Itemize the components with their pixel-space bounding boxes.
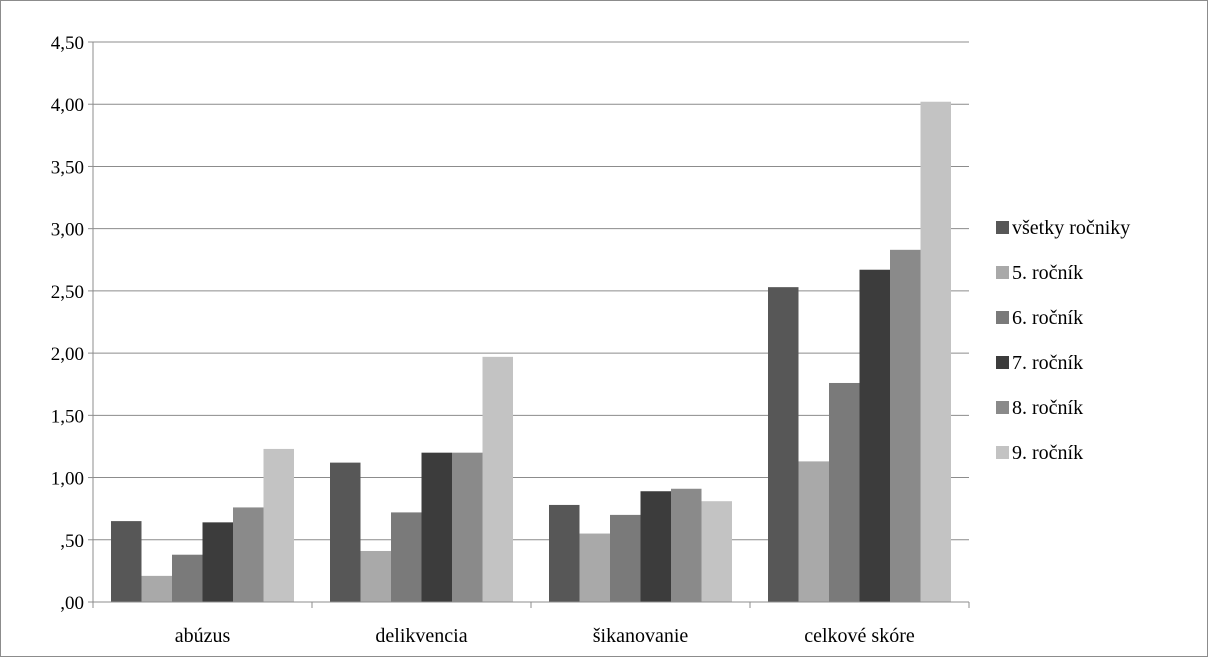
y-tick-label: 2,00 <box>51 344 84 365</box>
x-category-label: celkové skóre <box>804 625 915 647</box>
bars <box>111 101 951 603</box>
legend-label: 6. ročník <box>1012 307 1083 329</box>
bar <box>610 514 641 602</box>
x-category-labels: abúzus delikvencia šikanovanie celkové skór… <box>175 625 915 647</box>
bar <box>701 501 732 602</box>
legend-swatch <box>996 266 1009 279</box>
bar <box>202 522 233 602</box>
bar <box>421 452 452 602</box>
bar <box>452 452 483 602</box>
bar <box>482 356 513 602</box>
legend-swatch <box>996 446 1009 459</box>
y-tick-label: 4,50 <box>51 33 84 54</box>
bar <box>391 512 422 602</box>
bar <box>141 575 172 602</box>
y-tick-label: 3,00 <box>51 220 84 241</box>
legend: všetky ročniky 5. ročník 6. ročník 7. roční… <box>996 217 1130 464</box>
bar <box>829 382 860 602</box>
legend-swatch <box>996 311 1009 324</box>
legend-label: všetky ročniky <box>1012 217 1130 239</box>
axes <box>88 41 970 608</box>
bar <box>233 507 264 602</box>
bar <box>768 287 799 602</box>
bar <box>920 101 951 602</box>
bar <box>111 521 142 602</box>
y-tick-label: 4,00 <box>51 95 84 116</box>
legend-label: 5. ročník <box>1012 262 1083 284</box>
y-tick-label: 2,50 <box>51 282 84 303</box>
bar <box>859 269 890 602</box>
y-tick-label: 3,50 <box>51 157 84 178</box>
bar <box>549 504 580 602</box>
bar <box>263 448 294 602</box>
bar <box>172 554 203 602</box>
legend-swatch <box>996 221 1009 234</box>
legend-label: 9. ročník <box>1012 442 1083 464</box>
bar <box>671 488 702 602</box>
y-tick-labels: ,00 ,50 1,00 1,50 2,00 2,50 3,00 3,50 4,00 4,50 <box>51 33 84 614</box>
legend-label: 7. ročník <box>1012 352 1083 374</box>
bar <box>330 462 361 602</box>
bar <box>890 249 921 603</box>
bar <box>579 533 610 602</box>
y-tick-label: ,00 <box>60 593 84 614</box>
gridlines <box>93 41 969 541</box>
bar <box>640 491 671 602</box>
y-tick-label: 1,50 <box>51 406 84 427</box>
bar <box>360 550 391 602</box>
legend-swatch <box>996 356 1009 369</box>
bar <box>798 461 829 602</box>
legend-swatch <box>996 401 1009 414</box>
legend-label: 8. ročník <box>1012 397 1083 419</box>
x-category-label: šikanovanie <box>593 625 689 647</box>
y-tick-label: ,50 <box>60 531 84 552</box>
x-category-label: abúzus <box>175 625 231 647</box>
x-category-label: delikvencia <box>375 625 467 647</box>
y-tick-label: 1,00 <box>51 469 84 490</box>
